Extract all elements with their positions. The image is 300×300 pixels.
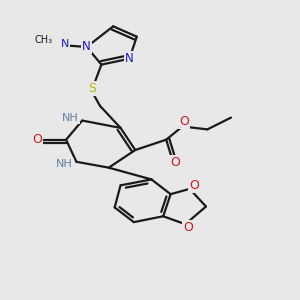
Text: N: N — [82, 40, 91, 53]
Text: NH: NH — [56, 159, 73, 169]
Text: NH: NH — [62, 113, 79, 123]
Text: N: N — [125, 52, 134, 65]
Text: S: S — [88, 82, 97, 95]
Text: N: N — [60, 39, 69, 49]
Text: O: O — [33, 133, 43, 146]
Text: CH₃: CH₃ — [35, 35, 53, 45]
Text: O: O — [189, 179, 199, 192]
Text: O: O — [170, 156, 180, 169]
Text: O: O — [179, 115, 189, 128]
Text: O: O — [183, 221, 193, 234]
